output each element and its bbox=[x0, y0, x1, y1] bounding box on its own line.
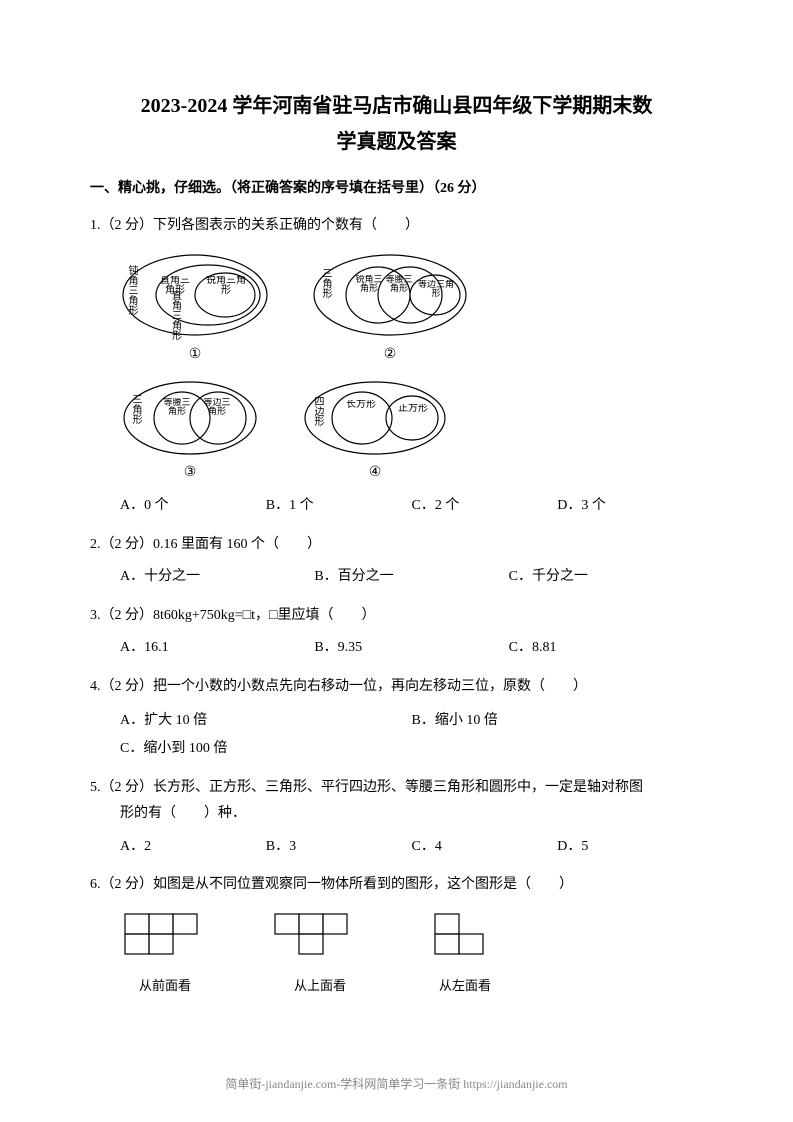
q1-diag1-label: ① bbox=[120, 342, 270, 369]
q6-views: 从前面看 从上面看 从左面看 bbox=[120, 909, 703, 998]
q2-options: A．十分之一 B．百分之一 C．千分之一 bbox=[120, 564, 703, 591]
page-footer: 简单街-jiandanjie.com-学科网简单学习一条街 https://ji… bbox=[0, 1075, 793, 1092]
q1-opt-c[interactable]: C．2 个 bbox=[412, 493, 558, 520]
q6-front-label: 从前面看 bbox=[120, 974, 210, 999]
venn-diagram-3-icon: 三角形 等腰三角形 等边三角形 bbox=[120, 378, 260, 458]
q4-opt-a[interactable]: A．扩大 10 倍 bbox=[120, 707, 412, 735]
q5-options: A．2 B．3 C．4 D．5 bbox=[120, 834, 703, 861]
q1-diagram3: 三角形 等腰三角形 等边三角形 ③ bbox=[120, 378, 260, 487]
question-2: 2.（2 分）0.16 里面有 160 个（ ） A．十分之一 B．百分之一 C… bbox=[90, 532, 703, 591]
question-3: 3.（2 分）8t60kg+750kg=□t，□里应填（ ） A．16.1 B．… bbox=[90, 603, 703, 662]
q5-stem: 5.（2 分）长方形、正方形、三角形、平行四边形、等腰三角形和圆形中，一定是轴对… bbox=[90, 775, 703, 802]
q5-opt-b[interactable]: B．3 bbox=[266, 834, 412, 861]
q2-opt-a[interactable]: A．十分之一 bbox=[120, 564, 314, 591]
q3-opt-b[interactable]: B．9.35 bbox=[314, 635, 508, 662]
q6-left-label: 从左面看 bbox=[430, 974, 500, 999]
q6-top-label: 从上面看 bbox=[270, 974, 370, 999]
q5-opt-c[interactable]: C．4 bbox=[412, 834, 558, 861]
q1-diagram-row2: 三角形 等腰三角形 等边三角形 ③ 四边形 长方形 正方形 ④ bbox=[120, 378, 703, 487]
page-title-line1: 2023-2024 学年河南省驻马店市确山县四年级下学期期末数 bbox=[90, 90, 703, 122]
q1-diag4-label: ④ bbox=[300, 460, 450, 487]
q1-opt-b[interactable]: B．1 个 bbox=[266, 493, 412, 520]
q1-diagram-row1: 钝角三角形 直角三角形 直角三角形 锐角三角形 ① 三角形 锐角三角形 等腰三角… bbox=[120, 250, 703, 369]
q3-opt-c[interactable]: C．8.81 bbox=[509, 635, 703, 662]
q1-options: A．0 个 B．1 个 C．2 个 D．3 个 bbox=[120, 493, 703, 520]
q2-opt-c[interactable]: C．千分之一 bbox=[509, 564, 703, 591]
q1-diag3-label: ③ bbox=[120, 460, 260, 487]
q4-stem: 4.（2 分）把一个小数的小数点先向右移动一位，再向左移动三位，原数（ ） bbox=[90, 674, 703, 701]
q1-stem: 1.（2 分）下列各图表示的关系正确的个数有（ ） bbox=[90, 213, 703, 240]
q1-diagram4: 四边形 长方形 正方形 ④ bbox=[300, 378, 450, 487]
q4-opt-c[interactable]: C．缩小到 100 倍 bbox=[120, 735, 412, 763]
q6-left-view: 从左面看 bbox=[430, 909, 500, 998]
q4-opt-b[interactable]: B．缩小 10 倍 bbox=[412, 707, 704, 735]
q3-opt-a[interactable]: A．16.1 bbox=[120, 635, 314, 662]
q6-front-view: 从前面看 bbox=[120, 909, 210, 998]
question-5: 5.（2 分）长方形、正方形、三角形、平行四边形、等腰三角形和圆形中，一定是轴对… bbox=[90, 775, 703, 861]
q1-opt-d[interactable]: D．3 个 bbox=[557, 493, 703, 520]
venn-diagram-1-icon: 钝角三角形 直角三角形 直角三角形 锐角三角形 bbox=[120, 250, 270, 340]
q5-stem-line2: 形的有（ ）种． bbox=[90, 801, 703, 828]
front-view-icon bbox=[120, 909, 210, 959]
venn-diagram-4-icon: 四边形 长方形 正方形 bbox=[300, 378, 450, 458]
q5-opt-a[interactable]: A．2 bbox=[120, 834, 266, 861]
q6-stem: 6.（2 分）如图是从不同位置观察同一物体所看到的图形，这个图形是（ ） bbox=[90, 872, 703, 899]
question-6: 6.（2 分）如图是从不同位置观察同一物体所看到的图形，这个图形是（ ） 从前面… bbox=[90, 872, 703, 998]
q1-opt-a[interactable]: A．0 个 bbox=[120, 493, 266, 520]
q1-diagram2: 三角形 锐角三角形 等腰三角形 等边三角形 ② bbox=[310, 250, 470, 369]
q2-stem: 2.（2 分）0.16 里面有 160 个（ ） bbox=[90, 532, 703, 559]
question-1: 1.（2 分）下列各图表示的关系正确的个数有（ ） 钝角三角形 直角三角形 直角… bbox=[90, 213, 703, 519]
left-view-icon bbox=[430, 909, 500, 959]
q1-diagram1: 钝角三角形 直角三角形 直角三角形 锐角三角形 ① bbox=[120, 250, 270, 369]
venn-diagram-2-icon: 三角形 锐角三角形 等腰三角形 等边三角形 bbox=[310, 250, 470, 340]
top-view-icon bbox=[270, 909, 370, 959]
question-4: 4.（2 分）把一个小数的小数点先向右移动一位，再向左移动三位，原数（ ） A．… bbox=[90, 674, 703, 763]
q3-stem: 3.（2 分）8t60kg+750kg=□t，□里应填（ ） bbox=[90, 603, 703, 630]
q2-opt-b[interactable]: B．百分之一 bbox=[314, 564, 508, 591]
page-title-line2: 学真题及答案 bbox=[90, 126, 703, 158]
section1-header: 一、精心挑，仔细选。（将正确答案的序号填在括号里）（26 分） bbox=[90, 176, 703, 201]
q1-diag2-label: ② bbox=[310, 342, 470, 369]
q4-options: A．扩大 10 倍 B．缩小 10 倍 C．缩小到 100 倍 bbox=[120, 707, 703, 763]
q3-options: A．16.1 B．9.35 C．8.81 bbox=[120, 635, 703, 662]
q6-top-view: 从上面看 bbox=[270, 909, 370, 998]
q5-opt-d[interactable]: D．5 bbox=[557, 834, 703, 861]
